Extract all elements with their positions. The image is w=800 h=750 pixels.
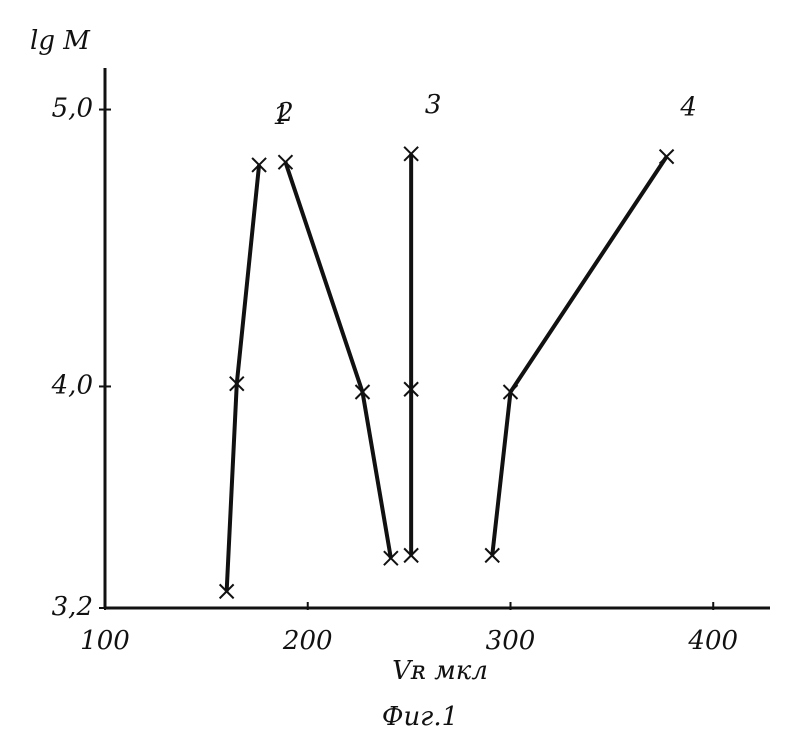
y-tick-label: 5,0 [52,94,93,124]
curve [285,162,390,558]
y-tick-label: 4,0 [51,370,93,400]
curve [492,157,666,556]
y-axis-label: lg M [30,26,91,56]
curve-label: 2 [276,98,294,128]
x-tick-label: 300 [486,626,536,656]
x-tick-label: 400 [687,626,738,656]
curve-label: 3 [425,90,442,120]
x-axis-label: Vʀ мкл [392,656,488,686]
caption: Фиг.1 [382,702,458,732]
x-tick-label: 200 [282,626,333,656]
curve-label: 4 [679,93,697,123]
marker [660,150,674,164]
x-tick-label: 100 [80,626,130,656]
chart: lg M Vʀ мкл Фиг.1 3,24,05,01002003004001… [0,0,800,750]
y-tick-label: 3,2 [52,592,93,622]
